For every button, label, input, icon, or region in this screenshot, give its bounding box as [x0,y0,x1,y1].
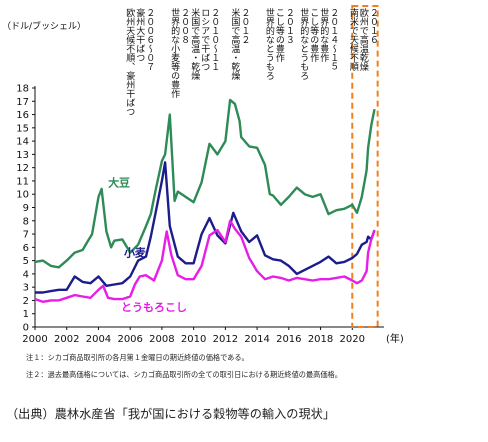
y-tick-label: 1 [23,309,29,320]
event-annotation-line: ２０１３ [284,8,294,44]
x-tick-label: 2004 [86,334,111,345]
x-tick-label: 2002 [54,334,79,345]
event-annotation-line: ２００８ [179,8,189,44]
series-line-小麦 [35,161,376,294]
x-tick-label: 2018 [308,334,333,345]
event-annotation-line: 欧州で高温乾燥 [358,7,369,72]
y-unit-label: （ドル/ブッシェル） [2,20,86,32]
y-tick-label: 0 [23,323,29,334]
series-label: 大豆 [108,175,130,189]
series-label: とうもろこし [121,301,187,314]
event-annotation-line: 米国で高温・乾燥 [229,7,240,81]
event-annotation-line: 世界的な小麦等の豊作 [169,7,180,99]
y-tick-label: 3 [23,283,29,294]
y-tick-label: 4 [23,269,29,280]
event-annotation-line: こし等の豊作 [274,8,285,63]
event-annotation-line: ２０１２ [239,8,249,44]
x-tick-label: 2000 [22,334,47,345]
event-annotation-line: 世界的な豊作 [318,7,329,63]
event-annotation-line: ２００６〜０７ [144,8,154,71]
y-tick-label: 5 [23,256,29,267]
y-tick-label: 11 [16,176,29,187]
series-line-とうもろこし [34,219,376,303]
y-tick-label: 15 [16,123,29,134]
note-2: 注２：過去最高価格については、シカゴ商品取引所の全ての取引日における期近終値の最… [26,370,342,379]
y-tick-label: 12 [16,163,29,174]
event-annotation-line: ２０１０〜１１ [209,8,219,71]
y-tick-label: 17 [16,97,29,108]
event-annotation-line: こし等の豊作 [308,8,319,63]
event-annotation-line: 南米で天候不順 [348,7,359,72]
x-tick-label: 2010 [181,334,206,345]
x-tick-label: 2008 [149,334,174,345]
x-tick-label: 2016 [276,334,301,345]
y-tick-label: 2 [23,296,29,307]
note-1: 注１：シカゴ商品取引所の各月第１金曜日の期近終値の価格である。 [26,353,249,362]
event-annotation-line: 世界的なとうもろ [298,7,309,80]
x-tick-label: 2020 [340,334,365,345]
x-tick-label: 2006 [117,334,142,345]
event-annotation-line: ２０１４〜１５ [328,8,338,71]
highlight-box [351,5,379,328]
y-tick-label: 13 [16,150,29,161]
x-tick-label: 2012 [213,334,238,345]
source-caption: （出典）農林水産省「我が国における穀物等の輸入の現状」 [6,407,336,421]
event-annotation-line: 世界的なとうもろ [264,7,275,80]
event-annotation-line: 豪州大干ばつ [134,7,145,62]
x-unit-label: (年) [386,332,404,345]
y-tick-label: 8 [23,216,29,227]
y-tick-label: 18 [16,84,29,95]
y-tick-label: 16 [16,110,29,121]
series-label: 小麦 [123,246,147,260]
event-annotation-line: ２０１６ [368,8,378,44]
y-tick-label: 7 [23,230,29,241]
event-annotation-line: 米国で高温・乾燥 [189,7,200,81]
series-line-大豆 [34,98,376,269]
y-tick-label: 14 [16,137,29,148]
event-annotation-line: ロシアで干ばつ [199,8,210,71]
event-annotation-line: 欧州天候不順、豪州干ばつ [124,7,135,116]
x-tick-label: 2014 [244,334,269,345]
y-tick-label: 9 [23,203,29,214]
y-tick-label: 6 [23,243,29,254]
y-tick-label: 10 [16,190,29,201]
